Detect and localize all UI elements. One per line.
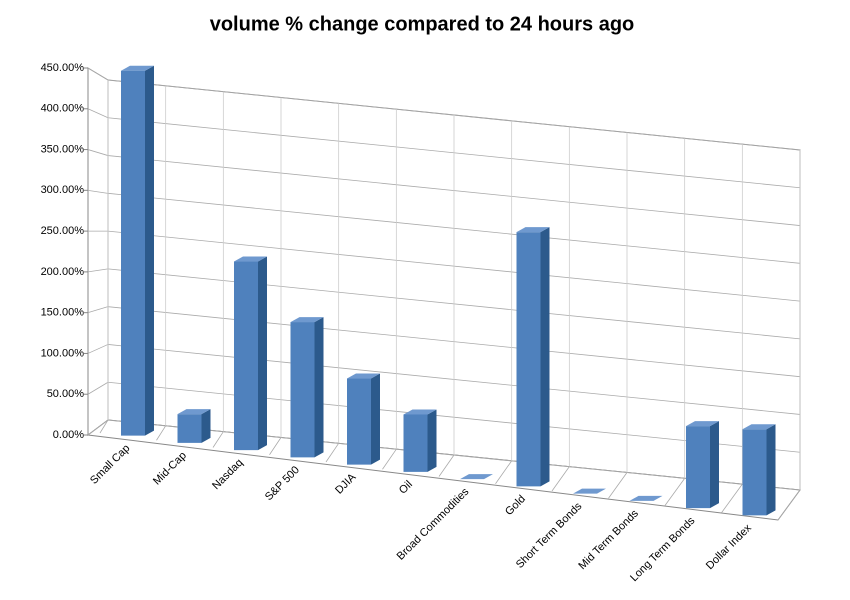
bar-top bbox=[516, 227, 550, 233]
y-tick-label: 200.00% bbox=[41, 266, 85, 278]
x-tick-label: S&P 500 bbox=[263, 464, 302, 503]
grid-line-side bbox=[87, 306, 109, 314]
x-tick-label: Dollar Index bbox=[704, 522, 754, 572]
x-tick-label: Oil bbox=[397, 479, 415, 497]
floor-line bbox=[99, 419, 109, 434]
bar bbox=[234, 261, 258, 451]
x-tick-label: Long Term Bonds bbox=[628, 514, 698, 584]
floor-line bbox=[664, 478, 685, 506]
bar-top bbox=[573, 488, 606, 494]
floor-line bbox=[325, 443, 339, 463]
bar bbox=[742, 429, 767, 516]
bar-top bbox=[686, 421, 719, 427]
bar-side bbox=[540, 227, 550, 487]
bar-side bbox=[427, 409, 437, 472]
grid-line-side bbox=[87, 67, 109, 81]
bar-side bbox=[145, 65, 154, 436]
bar-side bbox=[201, 409, 211, 443]
x-tick-label: Mid Term Bonds bbox=[576, 507, 641, 572]
bar bbox=[516, 232, 541, 487]
bar-side bbox=[371, 373, 380, 465]
bar bbox=[290, 322, 315, 458]
bar bbox=[403, 414, 428, 472]
grid-line-side bbox=[87, 381, 109, 395]
y-tick-label: 250.00% bbox=[41, 225, 85, 237]
bar-side bbox=[710, 421, 719, 509]
floor-line bbox=[156, 425, 167, 441]
floor-line bbox=[212, 431, 224, 448]
bar bbox=[121, 70, 145, 436]
x-tick-label: Short Term Bonds bbox=[514, 500, 585, 571]
floor-line bbox=[269, 437, 282, 455]
floor-line bbox=[495, 460, 512, 484]
bar-top bbox=[290, 317, 324, 323]
floor-line bbox=[382, 448, 397, 470]
bar-top bbox=[742, 424, 776, 430]
x-tick-label: Broad Commodities bbox=[395, 485, 472, 562]
y-tick-label: 450.00% bbox=[41, 62, 85, 74]
y-tick-label: 50.00% bbox=[47, 388, 85, 400]
floor-line bbox=[608, 472, 628, 499]
bar-top bbox=[460, 474, 493, 480]
x-tick-label: DJIA bbox=[333, 471, 359, 497]
bar bbox=[347, 378, 371, 465]
grid-line-side bbox=[87, 419, 109, 436]
floor-line bbox=[777, 489, 801, 521]
x-tick-label: Small Cap bbox=[88, 442, 132, 486]
y-tick-label: 350.00% bbox=[41, 143, 85, 155]
x-tick-label: Gold bbox=[503, 493, 528, 518]
y-tick-label: 400.00% bbox=[41, 103, 85, 115]
bar-top bbox=[177, 409, 211, 415]
bar bbox=[177, 414, 202, 443]
floor-line bbox=[721, 483, 743, 513]
y-tick-label: 100.00% bbox=[41, 347, 85, 359]
bar bbox=[686, 426, 710, 509]
y-tick-label: 0.00% bbox=[53, 429, 84, 441]
bar-top bbox=[121, 65, 154, 71]
x-tick-label: Nasdaq bbox=[210, 457, 245, 492]
y-tick-label: 300.00% bbox=[41, 184, 85, 196]
left-wall bbox=[87, 67, 109, 436]
bar-top bbox=[403, 409, 437, 415]
x-tick-label: Mid-Cap bbox=[151, 450, 189, 488]
y-tick-label: 150.00% bbox=[41, 307, 85, 319]
bar-side bbox=[314, 317, 324, 458]
grid-line-side bbox=[87, 108, 109, 119]
bar-top bbox=[629, 495, 663, 501]
grid-line-side bbox=[87, 149, 109, 156]
bar-top bbox=[347, 373, 380, 379]
floor-line bbox=[438, 454, 455, 477]
grid-line-side bbox=[87, 268, 109, 273]
bar-side bbox=[258, 256, 267, 451]
grid-line-side bbox=[87, 189, 109, 194]
floor-line bbox=[551, 466, 570, 492]
chart-title: volume % change compared to 24 hours ago bbox=[210, 13, 635, 35]
grid-line-side bbox=[87, 344, 109, 354]
bar-side bbox=[766, 424, 776, 516]
bar-top bbox=[234, 256, 267, 262]
